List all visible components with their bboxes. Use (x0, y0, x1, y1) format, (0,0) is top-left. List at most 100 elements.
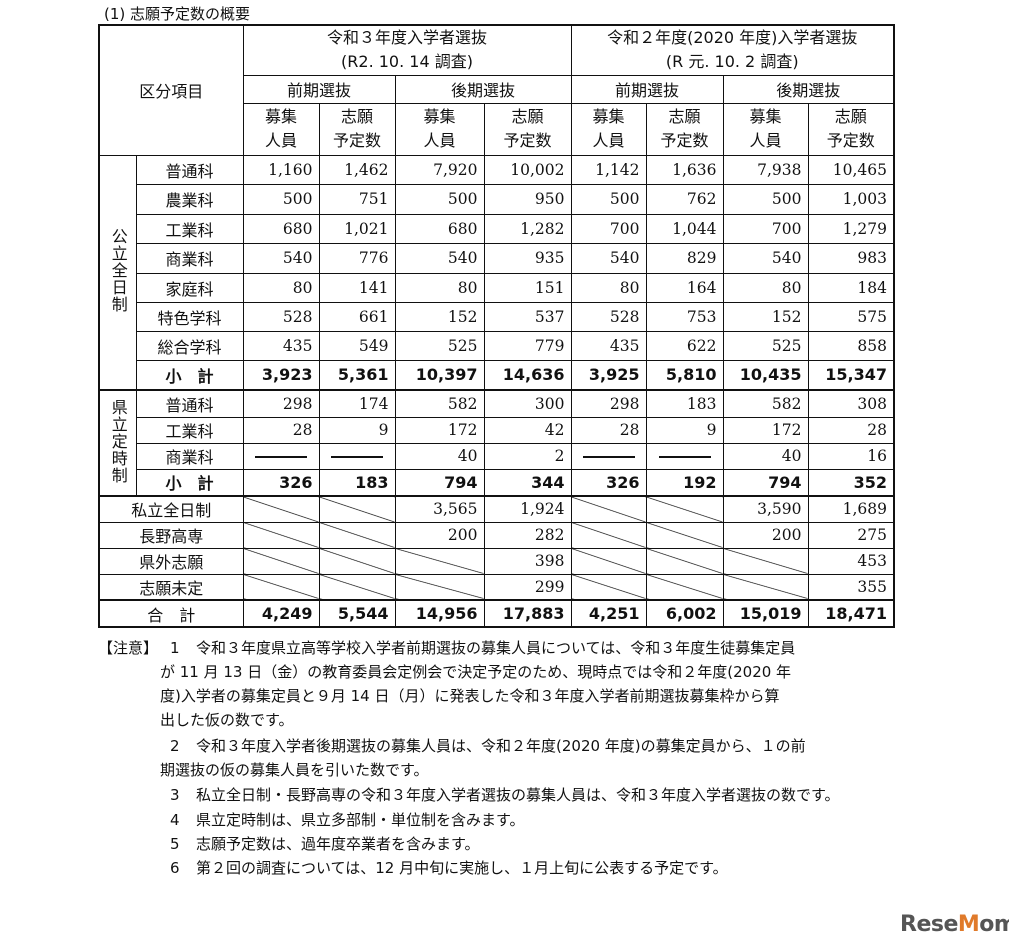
value-cell: 183 (318, 468, 396, 497)
value-cell: 15,019 (722, 599, 809, 628)
value-cell: 15,347 (807, 359, 895, 391)
empty-diagonal-cell (645, 573, 724, 601)
table-row: 商業科 540 776 540 935 540 829 540 983 (99, 242, 895, 274)
value-cell: 1,689 (807, 495, 895, 523)
row-label: 工業科 (135, 213, 244, 244)
value-cell: 40 (722, 442, 809, 470)
value-cell: 528 (570, 301, 647, 332)
column-header-line: 志願 (511, 107, 544, 126)
value-cell: 4,249 (242, 599, 320, 628)
row-label: 普通科 (135, 389, 244, 418)
value-cell: 398 (483, 547, 572, 575)
phase-header: 前期選抜 (570, 74, 724, 104)
note-number: 4 (170, 811, 180, 829)
value-cell: 525 (394, 330, 485, 361)
empty-diagonal-cell (570, 573, 647, 601)
value-cell: 540 (394, 242, 485, 274)
group-survey-date: (R2. 10. 14 調査) (341, 52, 473, 72)
value-cell: 17,883 (483, 599, 572, 628)
value-cell: 700 (570, 213, 647, 244)
row-label: 小 計 (135, 359, 244, 391)
empty-diagonal-cell (242, 547, 320, 575)
value-cell: 540 (242, 242, 320, 274)
empty-diagonal-cell (318, 521, 396, 549)
table-row: 長野高専 200 282 200 275 (98, 521, 895, 549)
value-cell: 661 (318, 301, 396, 332)
empty-diagonal-cell (570, 495, 647, 523)
value-cell: 500 (570, 183, 647, 215)
row-label: 私立全日制 (98, 495, 244, 523)
value-cell: 152 (722, 301, 809, 332)
value-cell: 700 (722, 213, 809, 244)
table-row: 家庭科 80 141 80 151 80 164 80 184 (99, 272, 895, 303)
row-label: 小 計 (135, 468, 244, 497)
value-cell: 10,397 (394, 359, 485, 391)
column-header-line: 人員 (592, 131, 625, 150)
resemom-logo: ReseMom (900, 912, 1009, 937)
value-cell: 753 (645, 301, 724, 332)
value-cell: 183 (645, 389, 724, 418)
dash-mark (331, 456, 383, 458)
value-cell: 680 (242, 213, 320, 244)
column-header-line: 志願 (834, 107, 867, 126)
empty-diagonal-cell (722, 573, 809, 601)
dash-cell (318, 442, 396, 470)
empty-diagonal-cell (318, 573, 396, 601)
value-cell: 80 (242, 272, 320, 303)
column-header-line: 募集 (264, 107, 297, 126)
value-cell: 80 (722, 272, 809, 303)
row-label: 長野高専 (98, 521, 244, 549)
value-cell: 16 (807, 442, 895, 470)
phase-header: 後期選抜 (394, 74, 572, 104)
value-cell: 298 (242, 389, 320, 418)
column-header-line: 人員 (749, 131, 782, 150)
value-cell: 1,462 (318, 154, 396, 185)
column-header-line: 募集 (423, 107, 456, 126)
value-cell: 582 (394, 389, 485, 418)
value-cell: 983 (807, 242, 895, 274)
value-cell: 4,251 (570, 599, 647, 628)
table-row: 合 計 4,249 5,544 14,956 17,883 4,251 6,002 15,01… (98, 599, 895, 628)
column-header: 募集 人員 (722, 102, 809, 156)
empty-diagonal-cell (570, 521, 647, 549)
value-cell: 5,810 (645, 359, 724, 391)
value-cell: 537 (483, 301, 572, 332)
column-header-line: 予定数 (826, 131, 875, 150)
value-cell: 1,279 (807, 213, 895, 244)
empty-diagonal-cell (570, 547, 647, 575)
column-header: 募集 人員 (242, 102, 320, 156)
value-cell: 5,361 (318, 359, 396, 391)
row-label: 総合学科 (135, 330, 244, 361)
dash-mark (582, 456, 635, 458)
value-cell: 950 (483, 183, 572, 215)
value-cell: 794 (394, 468, 485, 497)
value-cell: 40 (394, 442, 485, 470)
dash-mark (658, 456, 711, 458)
value-cell: 10,465 (807, 154, 895, 185)
column-header: 志願 予定数 (318, 102, 396, 156)
value-cell: 500 (394, 183, 485, 215)
year-group-header: 令和２年度(2020 年度)入学者選抜 (R 元. 10. 2 調査) (570, 24, 895, 76)
value-cell: 779 (483, 330, 572, 361)
value-cell: 1,021 (318, 213, 396, 244)
value-cell: 200 (394, 521, 485, 549)
empty-diagonal-cell (318, 495, 396, 523)
dash-cell (645, 442, 724, 470)
value-cell: 355 (807, 573, 895, 601)
value-cell: 540 (570, 242, 647, 274)
value-cell: 2 (483, 442, 572, 470)
value-cell: 300 (483, 389, 572, 418)
year-group-header: 令和３年度入学者選抜 (R2. 10. 14 調査) (242, 24, 572, 76)
empty-diagonal-cell (242, 573, 320, 601)
dash-mark (255, 456, 307, 458)
dash-cell (242, 442, 320, 470)
value-cell: 1,636 (645, 154, 724, 185)
value-cell: 10,435 (722, 359, 809, 391)
category-header: 区分項目 (98, 24, 244, 156)
value-cell: 1,282 (483, 213, 572, 244)
section-label: 県立定時制 (98, 389, 137, 497)
value-cell: 829 (645, 242, 724, 274)
note-text: 第２回の調査については、12 月中旬に実施し、１月上旬に公表する予定です。 (196, 859, 728, 877)
value-cell: 344 (483, 468, 572, 497)
value-cell: 184 (807, 272, 895, 303)
